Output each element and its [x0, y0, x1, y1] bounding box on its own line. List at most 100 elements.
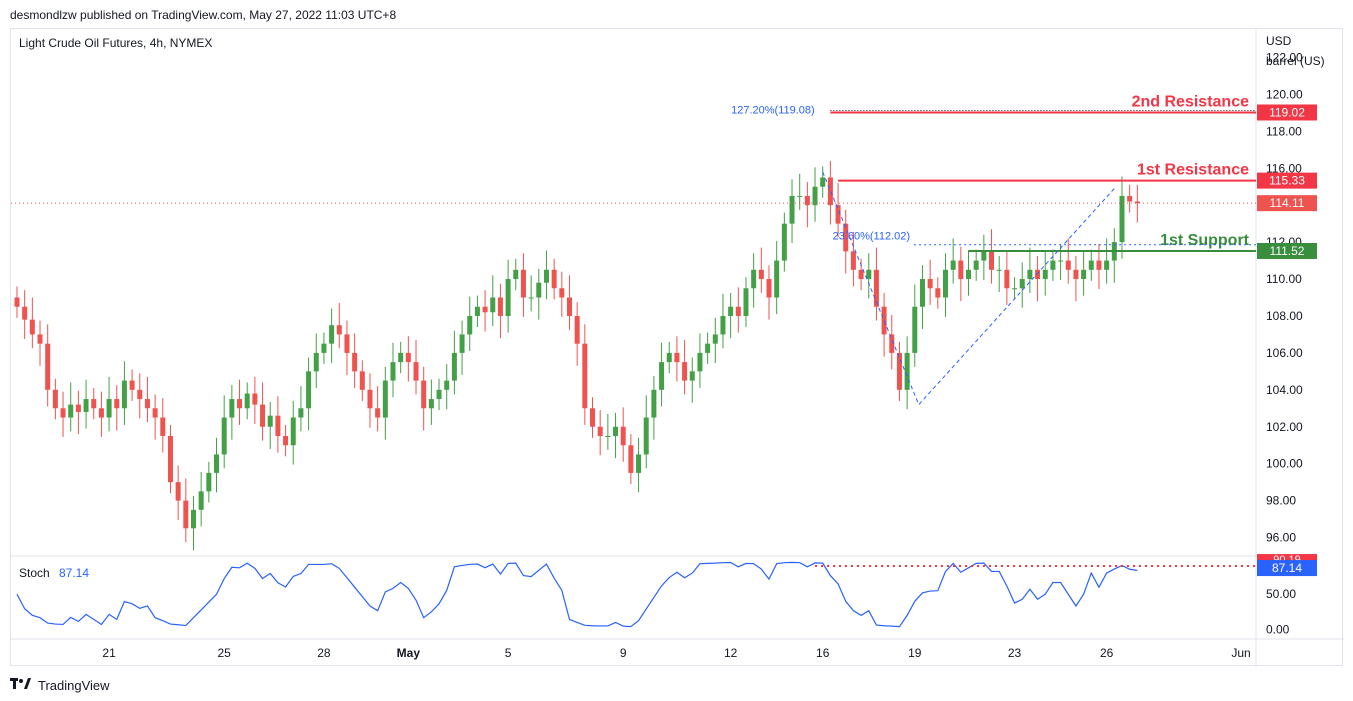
y-tick-label: 102.00 — [1266, 420, 1303, 434]
candle-body — [850, 251, 856, 270]
x-tick-label: 21 — [102, 646, 116, 660]
candle-body — [536, 282, 542, 298]
axis-currency: USD — [1266, 34, 1292, 48]
y-tick-label: 104.00 — [1266, 383, 1303, 397]
fib-label: 127.20%(119.08) — [731, 104, 815, 116]
y-tick-label: 98.00 — [1266, 494, 1296, 508]
x-tick-label: Jun — [1231, 646, 1250, 660]
candle-body — [666, 352, 672, 363]
candle-body — [283, 435, 289, 446]
candle-body — [551, 269, 557, 289]
candle-body — [114, 399, 120, 409]
candle-body — [889, 334, 895, 353]
candle-body — [996, 269, 1002, 271]
stoch-overbought-badge — [1257, 554, 1317, 565]
candle-body — [375, 408, 381, 418]
candle-body — [321, 343, 327, 353]
x-tick-label: 9 — [620, 646, 627, 660]
candle-body — [413, 362, 419, 381]
candle-body — [451, 352, 457, 381]
candle-body — [1081, 269, 1087, 280]
candle-body — [751, 269, 757, 289]
candle-body — [628, 445, 634, 473]
candle-body — [766, 279, 772, 298]
candle-body — [367, 389, 373, 409]
candle-body — [83, 399, 89, 412]
chart-frame[interactable]: Light Crude Oil Futures, 4h, NYMEX USD b… — [10, 28, 1344, 667]
candle-body — [1065, 260, 1071, 270]
level-badge-text: 115.33 — [1269, 174, 1305, 188]
candle-body — [252, 393, 258, 405]
y-tick-label: 122.00 — [1266, 50, 1303, 64]
candle-body — [674, 352, 680, 363]
candle-body — [75, 404, 81, 412]
candle-body — [390, 362, 396, 381]
candle-body — [858, 269, 864, 280]
stoch-value: 87.14 — [59, 566, 89, 580]
level-badge — [1257, 172, 1317, 189]
candle-body — [14, 297, 20, 307]
candle-body — [643, 417, 649, 455]
candle-body — [290, 417, 296, 446]
candle-body — [904, 352, 910, 390]
candle-body — [559, 288, 565, 298]
candle-body — [237, 399, 243, 409]
candle-body — [382, 380, 388, 418]
candle-body — [152, 408, 158, 418]
x-tick-label: May — [397, 646, 421, 660]
last-price-text: 114.11 — [1270, 196, 1305, 210]
y-axis-ticks: 122.00120.00118.00116.00114.00112.00110.… — [1266, 50, 1303, 544]
candle-body — [91, 399, 97, 409]
level-label: 1st Resistance — [1137, 162, 1249, 179]
candle-body — [1096, 260, 1102, 270]
candle-body — [329, 325, 335, 344]
candle-body — [68, 404, 74, 418]
stoch-y-tick: 50.00 — [1266, 587, 1296, 601]
y-tick-label: 100.00 — [1266, 457, 1303, 471]
candle-body — [543, 269, 549, 283]
candle-body — [144, 399, 150, 409]
candle-body — [275, 415, 281, 436]
candle-body — [812, 186, 818, 206]
candle-body — [183, 500, 189, 529]
candle-body — [574, 315, 580, 344]
candle-body — [820, 177, 826, 187]
candle-body — [613, 426, 619, 436]
candle-body — [221, 417, 227, 455]
candle-body — [229, 399, 235, 418]
candle-body — [705, 343, 711, 353]
candle-body — [689, 371, 695, 381]
candle-body — [352, 352, 358, 372]
overlays: 2nd Resistance 119.02 1st Resistance 115.33… — [11, 93, 1317, 406]
y-tick-label: 120.00 — [1266, 87, 1303, 101]
x-tick-label: 5 — [505, 646, 512, 660]
candle-body — [214, 454, 220, 473]
candle-body — [919, 279, 925, 307]
candle-body — [1134, 201, 1140, 204]
x-tick-label: 16 — [816, 646, 830, 660]
candle-body — [459, 334, 465, 353]
level-badge — [1257, 104, 1317, 121]
candle-body — [1119, 195, 1125, 243]
price-chart[interactable]: Light Crude Oil Futures, 4h, NYMEX USD b… — [11, 29, 1344, 667]
candle-body — [620, 426, 626, 446]
candle-body — [1035, 269, 1041, 280]
x-tick-label: 25 — [218, 646, 232, 660]
candle-body — [306, 371, 312, 409]
candle-body — [444, 380, 450, 390]
candle-body — [697, 352, 703, 372]
candle-body — [190, 509, 196, 529]
candle-body — [467, 315, 473, 335]
tradingview-brand[interactable]: TradingView — [10, 677, 110, 693]
candle-body — [60, 408, 66, 418]
last-price-badge — [1257, 195, 1317, 212]
candle-body — [728, 306, 734, 316]
candle-body — [22, 306, 28, 320]
axis-unit: barrel (US) — [1266, 54, 1325, 68]
publish-info: desmondlzw published on TradingView.com,… — [10, 8, 397, 22]
candle-body — [175, 482, 181, 501]
candle-body — [1019, 279, 1025, 289]
y-tick-label: 106.00 — [1266, 346, 1303, 360]
candle-body — [896, 352, 902, 390]
stoch-value-text: 87.14 — [1272, 561, 1302, 575]
